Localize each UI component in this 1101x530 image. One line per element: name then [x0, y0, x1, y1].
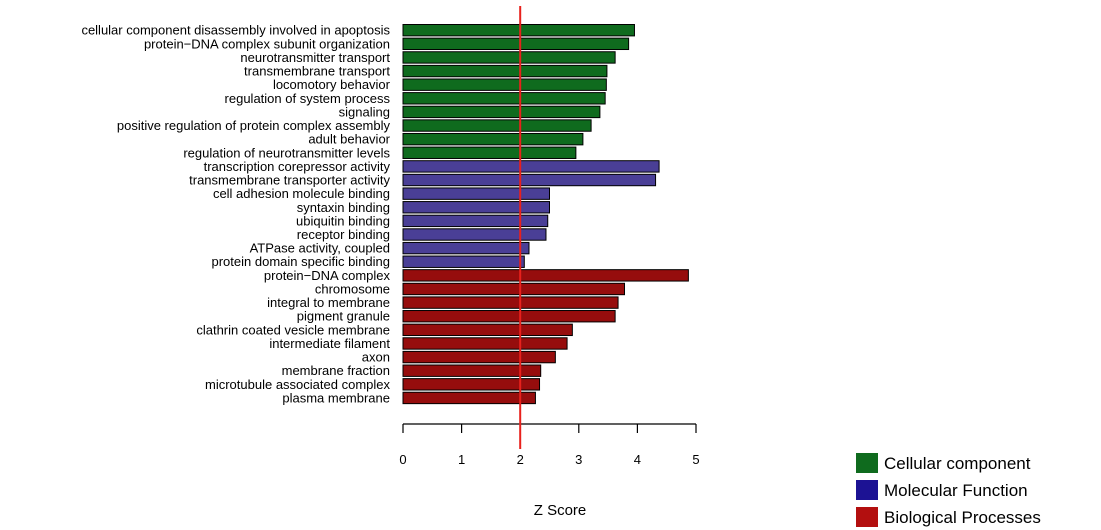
x-tick-label: 2 — [517, 452, 524, 467]
category-label: positive regulation of protein complex a… — [117, 118, 391, 133]
category-label: regulation of neurotransmitter levels — [183, 145, 390, 160]
bar — [402, 364, 542, 377]
category-label: neurotransmitter transport — [240, 50, 390, 65]
category-label: signaling — [339, 104, 390, 119]
bar — [402, 160, 660, 173]
bar — [402, 310, 616, 323]
bar — [402, 64, 608, 78]
category-label: protein−DNA complex subunit organization — [144, 36, 390, 51]
legend-label: Biological Processes — [884, 508, 1041, 527]
bar — [402, 187, 550, 200]
bar — [402, 282, 626, 296]
category-label: transmembrane transporter activity — [189, 173, 390, 188]
bar — [402, 214, 549, 228]
category-label: chromosome — [315, 281, 390, 296]
bar — [402, 105, 601, 119]
bar — [402, 24, 635, 37]
bar — [402, 296, 619, 309]
x-axis: 0 1 2 3 4 5 — [399, 423, 700, 467]
legend-label: Molecular Function — [884, 481, 1028, 500]
category-label: ATPase activity, coupled — [250, 241, 390, 256]
bar — [402, 119, 592, 132]
category-label: regulation of system process — [225, 91, 391, 106]
category-label: pigment granule — [297, 309, 390, 324]
category-label: clathrin coated vesicle membrane — [196, 322, 390, 337]
category-label: ubiquitin binding — [296, 213, 390, 228]
bar — [402, 78, 607, 91]
category-label: transmembrane transport — [244, 64, 390, 79]
bar — [402, 146, 577, 159]
bar — [402, 378, 541, 391]
bar — [402, 337, 568, 350]
legend: Cellular component Molecular Function Biol… — [856, 453, 1041, 527]
category-label: protein−DNA complex — [264, 268, 391, 283]
bar — [402, 269, 689, 282]
x-tick-label: 3 — [575, 452, 582, 467]
legend-swatch — [856, 480, 878, 500]
category-label: microtubule associated complex — [205, 377, 390, 392]
category-label: transcription corepressor activity — [204, 159, 391, 174]
bar — [402, 228, 547, 241]
legend-swatch — [856, 507, 878, 527]
category-label: membrane fraction — [282, 363, 390, 378]
category-label: cell adhesion molecule binding — [213, 186, 390, 201]
category-label: plasma membrane — [282, 390, 390, 405]
category-label: cellular component disassembly involved … — [81, 23, 390, 38]
bar — [402, 323, 573, 337]
category-label: receptor binding — [297, 227, 390, 242]
bar — [402, 255, 525, 268]
category-label: adult behavior — [308, 132, 390, 147]
x-tick-label: 4 — [634, 452, 641, 467]
x-tick-label: 0 — [399, 452, 406, 467]
bar — [402, 241, 530, 255]
bar — [402, 92, 606, 105]
bars-group — [402, 24, 689, 405]
bar — [402, 173, 657, 187]
bar — [402, 37, 630, 51]
category-label: syntaxin binding — [297, 200, 390, 215]
bar — [402, 51, 616, 64]
category-label: protein domain specific binding — [212, 254, 391, 269]
x-tick-label: 1 — [458, 452, 465, 467]
x-axis-title: Z Score — [534, 502, 587, 519]
category-label: axon — [362, 350, 390, 365]
category-label: locomotory behavior — [273, 77, 391, 92]
bar — [402, 391, 536, 405]
legend-label: Cellular component — [884, 454, 1031, 473]
bar — [402, 350, 556, 364]
legend-swatch — [856, 453, 878, 473]
category-label: integral to membrane — [267, 295, 390, 310]
bar — [402, 132, 584, 146]
category-labels-group: cellular component disassembly involved … — [81, 23, 390, 406]
category-label: intermediate filament — [269, 336, 390, 351]
bar — [402, 201, 550, 214]
x-tick-label: 5 — [692, 452, 699, 467]
